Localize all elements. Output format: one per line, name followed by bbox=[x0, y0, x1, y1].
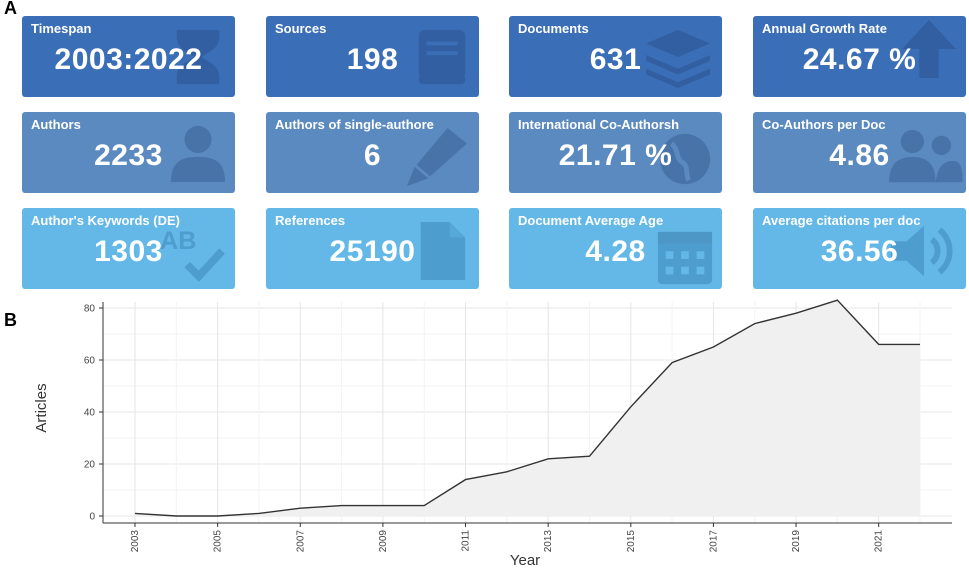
y-ticks: 0 20 40 60 80 bbox=[84, 304, 103, 523]
card-value: 4.28 bbox=[585, 235, 646, 268]
y-tick-label: 0 bbox=[89, 512, 95, 523]
card-value: 631 bbox=[589, 43, 642, 76]
card-timespan: Timespan 2003:2022 bbox=[22, 16, 235, 97]
globe-icon bbox=[659, 133, 711, 185]
card-international-coauthorship: International Co-Authorsh 21.71 % bbox=[509, 112, 722, 193]
x-tick-label: 2021 bbox=[874, 530, 885, 553]
card-value: 198 bbox=[346, 43, 399, 76]
card-single-authored: Authors of single-authore 6 bbox=[266, 112, 479, 193]
card-title: References bbox=[275, 213, 346, 228]
card-value: 2233 bbox=[94, 139, 163, 172]
spellcheck-icon: AB bbox=[160, 227, 225, 282]
card-average-citations: Average citations per doc 36.56 bbox=[753, 208, 966, 289]
y-tick-label: 80 bbox=[84, 304, 96, 315]
y-tick-label: 40 bbox=[84, 408, 96, 419]
hourglass-icon bbox=[176, 29, 220, 85]
card-annual-growth-rate: Annual Growth Rate 24.67 % bbox=[753, 16, 966, 97]
card-title: Author's Keywords (DE) bbox=[31, 213, 180, 228]
calendar-icon bbox=[657, 231, 713, 285]
y-tick-label: 20 bbox=[84, 460, 96, 471]
card-value: 36.56 bbox=[820, 235, 899, 268]
panel-label-b: B bbox=[4, 310, 17, 330]
articles-area bbox=[135, 300, 920, 516]
file-icon bbox=[420, 222, 466, 280]
card-author-keywords: Author's Keywords (DE) 1303 AB bbox=[22, 208, 235, 289]
articles-line bbox=[134, 299, 920, 517]
card-title: Sources bbox=[275, 21, 327, 36]
pen-icon bbox=[406, 127, 467, 187]
x-tick-label: 2005 bbox=[213, 530, 224, 553]
card-title: Document Average Age bbox=[518, 213, 664, 228]
x-tick-label: 2017 bbox=[708, 530, 719, 553]
card-sources: Sources 198 bbox=[266, 16, 479, 97]
x-tick-label: 2013 bbox=[543, 530, 554, 553]
card-references: References 25190 bbox=[266, 208, 479, 289]
y-tick-label: 60 bbox=[84, 356, 96, 367]
card-title: Documents bbox=[518, 21, 589, 36]
card-value: 6 bbox=[363, 139, 382, 172]
x-tick-label: 2015 bbox=[626, 530, 637, 553]
card-coauthors-per-doc: Co-Authors per Doc 4.86 bbox=[753, 112, 966, 193]
arrow-up-icon bbox=[901, 20, 957, 78]
volume-icon bbox=[891, 225, 953, 277]
card-authors: Authors 2233 bbox=[22, 112, 235, 193]
user-icon bbox=[170, 125, 226, 182]
card-value: 4.86 bbox=[829, 139, 890, 172]
card-value: 2003:2022 bbox=[54, 43, 203, 76]
card-title: Co-Authors per Doc bbox=[762, 117, 886, 132]
x-axis-title: Year bbox=[510, 552, 540, 568]
card-value: 21.71 % bbox=[558, 139, 673, 172]
x-tick-label: 2019 bbox=[791, 530, 802, 553]
card-title: International Co-Authorsh bbox=[518, 117, 680, 132]
card-document-average-age: Document Average Age 4.28 bbox=[509, 208, 722, 289]
card-value: 25190 bbox=[329, 235, 416, 268]
card-title: Annual Growth Rate bbox=[762, 21, 887, 36]
book-icon bbox=[418, 29, 466, 85]
x-tick-label: 2011 bbox=[461, 530, 472, 552]
svg-text:AB: AB bbox=[160, 227, 196, 255]
panel-label-a: A bbox=[4, 0, 17, 18]
y-axis-title: Articles bbox=[33, 383, 50, 432]
card-value: 24.67 % bbox=[802, 43, 917, 76]
card-title: Authors bbox=[31, 117, 81, 132]
users-icon bbox=[889, 129, 963, 183]
layers-icon bbox=[646, 29, 710, 88]
card-title: Average citations per doc bbox=[762, 213, 921, 228]
card-title: Authors of single-authore bbox=[275, 117, 434, 132]
card-documents: Documents 631 bbox=[509, 16, 722, 97]
x-ticks: 2003 2005 2007 2009 2011 2013 2015 2017 2019 2021 bbox=[130, 523, 885, 552]
x-tick-label: 2009 bbox=[378, 530, 389, 553]
card-value: 1303 bbox=[94, 235, 163, 268]
x-tick-label: 2007 bbox=[295, 530, 306, 553]
x-tick-label: 2003 bbox=[130, 530, 141, 553]
card-title: Timespan bbox=[31, 21, 92, 36]
